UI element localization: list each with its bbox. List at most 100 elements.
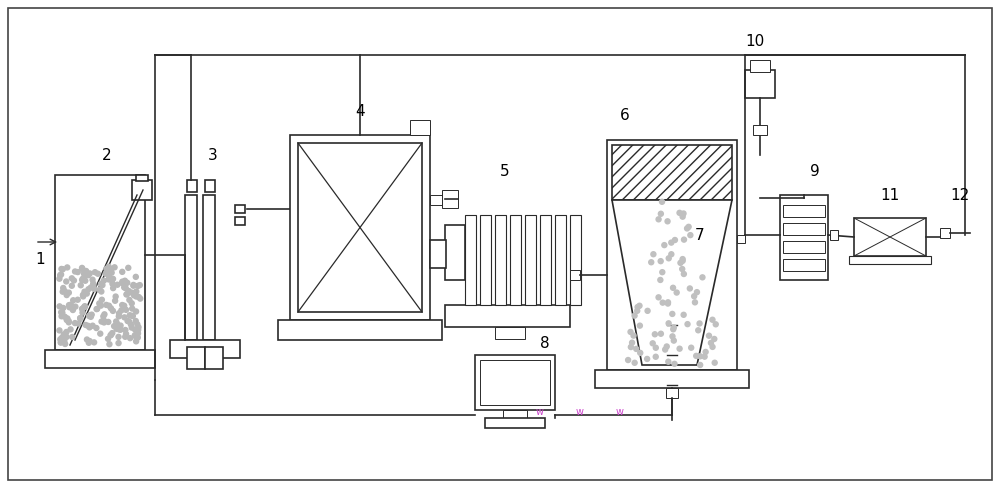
Circle shape <box>628 329 633 334</box>
Circle shape <box>680 257 685 262</box>
Circle shape <box>685 322 690 326</box>
Circle shape <box>114 326 119 331</box>
Circle shape <box>87 271 92 276</box>
Circle shape <box>64 334 69 339</box>
Circle shape <box>123 334 128 339</box>
Circle shape <box>98 282 103 286</box>
Circle shape <box>656 295 661 300</box>
Circle shape <box>62 314 67 319</box>
Circle shape <box>92 286 97 291</box>
Polygon shape <box>612 200 732 365</box>
Circle shape <box>122 303 127 308</box>
Text: 10: 10 <box>745 35 765 49</box>
Circle shape <box>80 306 85 311</box>
Circle shape <box>78 283 83 288</box>
Circle shape <box>104 266 109 271</box>
Bar <box>540 215 551 305</box>
Bar <box>55 175 145 350</box>
Circle shape <box>674 290 679 295</box>
Circle shape <box>82 305 87 309</box>
Circle shape <box>60 310 65 315</box>
Circle shape <box>57 304 62 309</box>
Circle shape <box>694 353 699 358</box>
Circle shape <box>132 293 137 298</box>
Circle shape <box>113 298 118 303</box>
Circle shape <box>109 270 114 275</box>
Circle shape <box>115 282 120 287</box>
Circle shape <box>70 307 75 312</box>
Circle shape <box>65 265 70 270</box>
Circle shape <box>632 360 637 366</box>
Circle shape <box>130 313 135 318</box>
Circle shape <box>122 315 127 320</box>
Circle shape <box>65 316 70 321</box>
Circle shape <box>114 321 119 326</box>
Bar <box>495 215 506 305</box>
Circle shape <box>109 267 114 272</box>
Circle shape <box>652 332 657 337</box>
Circle shape <box>80 265 85 270</box>
Circle shape <box>129 301 134 306</box>
Circle shape <box>671 327 676 332</box>
Circle shape <box>660 270 665 275</box>
Bar <box>442 190 458 208</box>
Circle shape <box>108 333 113 338</box>
Circle shape <box>110 330 115 336</box>
Circle shape <box>94 306 99 312</box>
Circle shape <box>700 275 705 280</box>
Circle shape <box>645 308 650 313</box>
Circle shape <box>102 320 107 325</box>
Circle shape <box>671 338 676 343</box>
Circle shape <box>677 346 682 351</box>
Circle shape <box>634 346 639 351</box>
Circle shape <box>658 278 663 283</box>
Circle shape <box>75 269 80 275</box>
Circle shape <box>671 325 676 330</box>
Circle shape <box>131 283 136 288</box>
Circle shape <box>658 211 663 216</box>
Text: w: w <box>576 407 584 417</box>
Circle shape <box>116 334 121 339</box>
Circle shape <box>680 266 685 271</box>
Circle shape <box>99 289 104 294</box>
Bar <box>45 350 155 368</box>
Text: 8: 8 <box>540 336 550 350</box>
Text: 7: 7 <box>695 227 705 243</box>
Circle shape <box>131 283 136 287</box>
Circle shape <box>103 271 108 276</box>
Text: 5: 5 <box>500 164 510 180</box>
Circle shape <box>112 265 117 270</box>
Circle shape <box>87 339 92 344</box>
Circle shape <box>119 308 124 313</box>
Circle shape <box>680 258 685 264</box>
Bar <box>410 120 430 135</box>
Circle shape <box>660 300 665 305</box>
Circle shape <box>106 303 111 308</box>
Circle shape <box>92 340 97 345</box>
Bar <box>570 270 580 280</box>
Circle shape <box>637 323 642 328</box>
Circle shape <box>58 340 63 345</box>
Text: 1: 1 <box>35 252 45 267</box>
Bar <box>185 195 197 340</box>
Circle shape <box>64 329 69 334</box>
Circle shape <box>696 328 701 333</box>
Circle shape <box>686 224 691 229</box>
Circle shape <box>685 226 690 231</box>
Circle shape <box>80 266 85 271</box>
Text: 11: 11 <box>880 187 900 203</box>
Circle shape <box>109 278 114 283</box>
Circle shape <box>656 217 661 222</box>
Circle shape <box>710 345 715 349</box>
Bar <box>595 370 749 388</box>
Circle shape <box>59 272 64 277</box>
Circle shape <box>120 279 125 284</box>
Circle shape <box>99 297 104 302</box>
Circle shape <box>137 283 142 287</box>
Circle shape <box>84 291 89 296</box>
Circle shape <box>670 334 675 339</box>
Bar <box>187 347 205 369</box>
Circle shape <box>110 281 115 286</box>
Bar <box>430 195 442 205</box>
Circle shape <box>129 290 134 295</box>
